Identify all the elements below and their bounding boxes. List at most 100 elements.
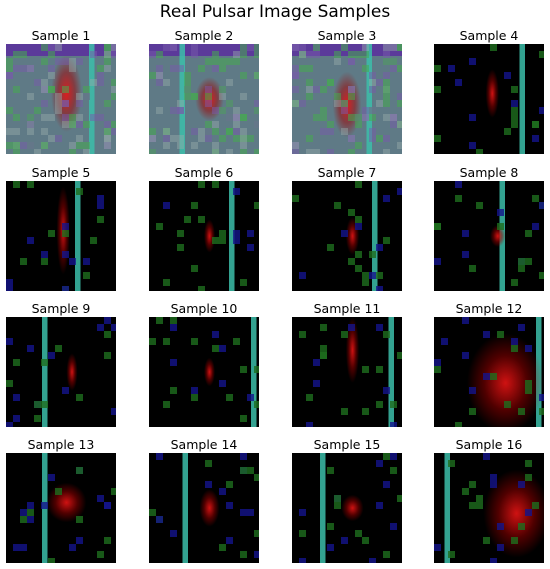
pixel-noise — [191, 202, 198, 209]
pixel-noise — [226, 58, 233, 65]
pixel-noise — [104, 352, 111, 359]
pixel-noise — [163, 128, 170, 135]
pixel-noise — [6, 72, 13, 79]
pixel-noise — [27, 65, 34, 72]
pixel-noise — [299, 272, 306, 279]
pixel-noise — [233, 128, 240, 135]
pixel-noise — [240, 72, 247, 79]
pixel-noise — [27, 181, 34, 188]
pixel-noise — [6, 338, 13, 345]
pixel-noise — [111, 121, 116, 128]
pixel-noise — [397, 100, 402, 107]
pixel-noise — [355, 51, 362, 58]
pixel-noise — [156, 317, 163, 324]
pixel-noise — [62, 251, 69, 258]
pixel-noise — [205, 460, 212, 467]
pixel-noise — [219, 135, 226, 142]
pixel-noise — [306, 422, 313, 427]
pixel-noise — [348, 58, 355, 65]
pixel-noise — [104, 121, 111, 128]
pixel-noise — [83, 258, 90, 265]
pixel-noise — [247, 135, 254, 142]
pixel-noise — [34, 149, 41, 154]
pixel-noise — [254, 474, 259, 481]
pixel-noise — [212, 345, 219, 352]
pixel-noise — [13, 86, 20, 93]
pixel-noise — [205, 86, 212, 93]
pixel-noise — [525, 474, 532, 481]
pixel-noise — [362, 44, 369, 51]
pixel-noise — [212, 121, 219, 128]
pixel-noise — [6, 58, 13, 65]
pixel-noise — [97, 551, 104, 558]
pixel-noise — [97, 79, 104, 86]
pixel-noise — [233, 188, 240, 195]
pixel-noise — [41, 251, 48, 258]
pixel-noise — [156, 107, 163, 114]
pixel-noise — [455, 79, 462, 86]
pixel-noise — [525, 380, 532, 387]
sample-image — [434, 44, 544, 154]
pixel-noise — [476, 495, 483, 502]
pixel-noise — [97, 202, 104, 209]
pixel-noise — [390, 65, 397, 72]
pixel-noise — [397, 121, 402, 128]
pixel-noise — [111, 128, 116, 135]
pixel-noise — [327, 128, 334, 135]
panel-title: Sample 5 — [31, 165, 91, 180]
pixel-noise — [341, 408, 348, 415]
pixel-noise — [233, 121, 240, 128]
pixel-noise — [226, 149, 233, 154]
pixel-noise — [455, 422, 462, 427]
pixel-noise — [299, 509, 306, 516]
pixel-noise — [205, 58, 212, 65]
pixel-noise — [327, 79, 334, 86]
sample-image — [149, 44, 259, 154]
pixel-noise — [383, 79, 390, 86]
pixel-noise — [104, 331, 111, 338]
pixel-noise — [462, 230, 469, 237]
pixel-noise — [13, 181, 20, 188]
pixel-noise — [397, 121, 402, 128]
pixel-noise — [90, 79, 97, 86]
pixel-noise — [469, 387, 476, 394]
panel-title: Sample 7 — [317, 165, 377, 180]
pixel-noise — [212, 128, 219, 135]
pixel-noise — [369, 558, 376, 563]
pixel-noise — [177, 107, 184, 114]
pixel-noise — [369, 272, 376, 279]
pixel-noise — [383, 481, 390, 488]
pixel-noise — [383, 551, 390, 558]
pixel-noise — [390, 121, 397, 128]
pixel-noise — [490, 481, 497, 488]
pixel-noise — [240, 453, 247, 460]
sample-panel: Sample 13 — [6, 437, 116, 563]
pixel-noise — [525, 258, 532, 265]
pixel-noise — [55, 93, 62, 100]
pixel-noise — [41, 114, 48, 121]
pixel-noise — [306, 135, 313, 142]
pixel-noise — [383, 58, 390, 65]
pixel-noise — [27, 93, 34, 100]
pixel-noise — [390, 114, 397, 121]
pixel-noise — [511, 279, 518, 286]
pixel-noise — [104, 135, 111, 142]
pixel-noise — [376, 79, 383, 86]
pixel-noise — [191, 265, 198, 272]
pixel-noise — [233, 58, 240, 65]
pixel-noise — [55, 107, 62, 114]
pixel-noise — [163, 128, 170, 135]
pixel-noise — [48, 44, 55, 51]
pixel-noise — [539, 272, 544, 279]
pixel-noise — [327, 523, 334, 530]
pixel-noise — [111, 324, 116, 331]
pixel-noise — [76, 537, 83, 544]
pixel-noise — [191, 142, 198, 149]
pixel-noise — [13, 394, 20, 401]
pixel-noise — [240, 51, 247, 58]
pixel-noise — [483, 331, 490, 338]
pixel-noise — [97, 324, 104, 331]
pixel-noise — [511, 114, 518, 121]
pixel-noise — [198, 128, 205, 135]
pixel-noise — [205, 121, 212, 128]
